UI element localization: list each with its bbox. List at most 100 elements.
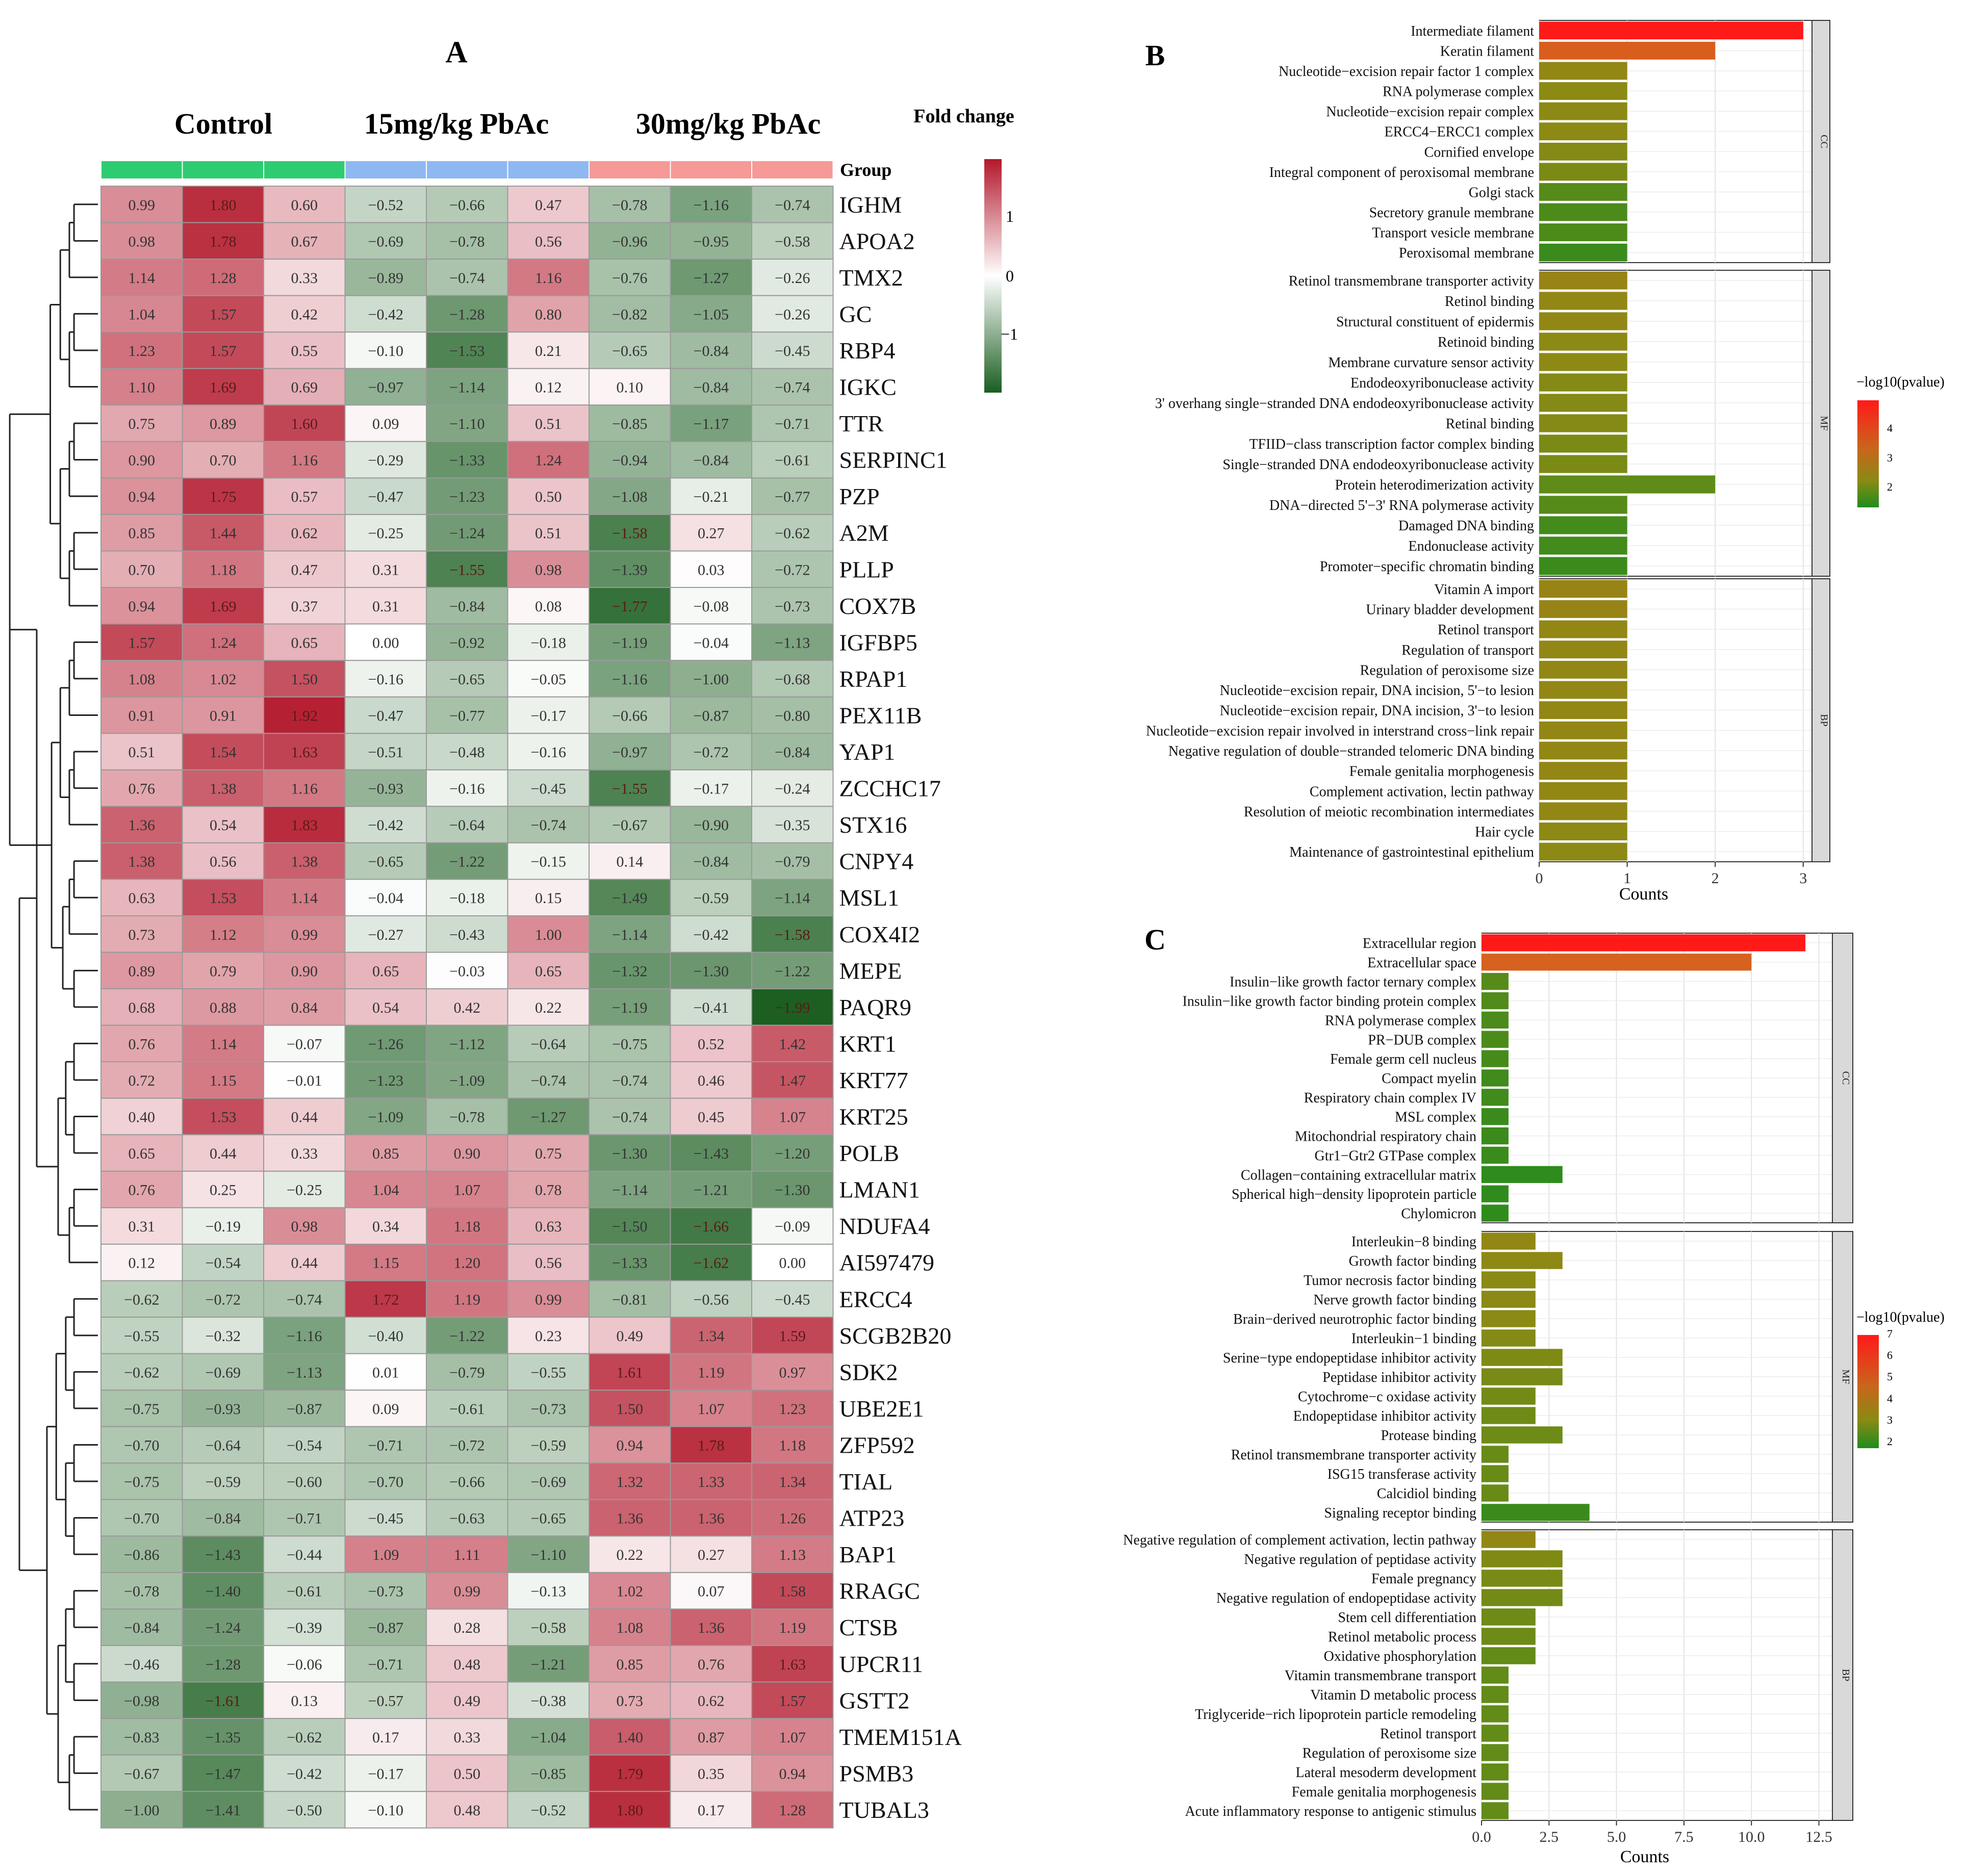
heatmap-value-label: −0.84: [694, 379, 729, 396]
row-dendrogram: [9, 203, 98, 1811]
heatmap-cell: [751, 1718, 834, 1756]
heatmap-cell: [589, 623, 671, 661]
heatmap-value-label: 0.99: [129, 197, 156, 214]
x-tick-label: 5.0: [1607, 1829, 1626, 1845]
group-annotation-cell: [589, 160, 671, 179]
heatmap-value-label: −0.29: [368, 452, 403, 469]
bar: [1482, 1550, 1563, 1567]
heatmap-cell: [670, 550, 752, 588]
heatmap-cell: [344, 769, 427, 807]
panel-b-pvalue-colorbar: [1857, 400, 1879, 507]
heatmap-value-label: −0.84: [694, 854, 729, 870]
heatmap-cell: [263, 1535, 346, 1573]
heatmap-cell: [426, 1207, 508, 1245]
heatmap-cell: [263, 1280, 346, 1318]
heatmap-value-label: 0.22: [617, 1547, 644, 1563]
heatmap-cell: [670, 222, 752, 260]
heatmap-value-label: −0.35: [775, 817, 810, 834]
group-annotation-label: Group: [840, 160, 891, 180]
panel-c-pvalue-colorbar: [1857, 1335, 1879, 1448]
heatmap-cell: [182, 550, 264, 588]
heatmap-value-label: 0.99: [535, 1291, 562, 1308]
heatmap-cell: [507, 915, 590, 953]
heatmap-value-label: 0.08: [535, 598, 562, 615]
heatmap-value-label: 1.15: [372, 1255, 399, 1272]
heatmap-value-label: 0.67: [291, 233, 318, 250]
heatmap-cell: [182, 1499, 264, 1537]
heatmap-cell: [182, 1572, 264, 1610]
heatmap-value-label: −0.74: [531, 817, 566, 834]
heatmap-value-label: −1.39: [612, 561, 647, 578]
heatmap-value-label: −1.58: [612, 525, 647, 542]
heatmap-value-label: −1.24: [449, 525, 484, 542]
bar: [1539, 353, 1627, 371]
heatmap-cell: [426, 1280, 508, 1318]
gene-label: LMAN1: [839, 1177, 920, 1203]
heatmap-value-label: −0.58: [775, 233, 810, 250]
heatmap-value-label: −1.09: [368, 1109, 403, 1126]
heatmap-cell: [589, 806, 671, 843]
heatmap-value-label: −1.66: [694, 1218, 729, 1235]
heatmap-value-label: −0.70: [124, 1437, 159, 1454]
gene-label: ERCC4: [839, 1286, 912, 1312]
term-label: Nerve growth factor binding: [1313, 1292, 1476, 1308]
heatmap-cell: [589, 1791, 671, 1829]
heatmap-value-label: 1.63: [779, 1656, 806, 1673]
term-label: Hair cycle: [1475, 825, 1534, 840]
heatmap-value-label: 1.23: [779, 1401, 806, 1418]
heatmap-value-label: −1.14: [775, 890, 810, 907]
heatmap-cell: [263, 331, 346, 369]
bar: [1482, 1426, 1563, 1444]
heatmap-value-label: −0.18: [531, 634, 566, 651]
heatmap-cell: [507, 368, 590, 406]
heatmap-cell: [182, 1791, 264, 1829]
heatmap-cell: [670, 404, 752, 442]
heatmap-cell: [670, 660, 752, 698]
heatmap-value-label: −0.98: [124, 1692, 159, 1709]
heatmap-value-label: 0.79: [210, 963, 237, 980]
term-label: Vitamin transmembrane transport: [1285, 1668, 1476, 1684]
heatmap-layer: 0.99 1.80 0.60 −0.52 −0.66 0.47 −0.78 −1.16 −0.7…: [100, 160, 962, 1829]
heatmap-cell: [344, 1681, 427, 1719]
bar: [1482, 1589, 1563, 1606]
heatmap-value-label: 0.65: [291, 634, 318, 651]
x-tick-label: 2: [1712, 870, 1719, 887]
heatmap-cell: [344, 1134, 427, 1172]
heatmap-cell: [670, 733, 752, 770]
term-label: Spherical high−density lipoprotein parti…: [1232, 1187, 1476, 1202]
heatmap-cell: [263, 1243, 346, 1281]
heatmap-value-label: 0.99: [454, 1583, 481, 1600]
heatmap-value-label: −0.83: [124, 1729, 159, 1746]
bar: [1539, 292, 1627, 310]
heatmap-cell: [344, 1061, 427, 1099]
heatmap-value-label: −0.71: [368, 1437, 403, 1454]
heatmap-value-label: −0.66: [612, 707, 647, 724]
heatmap-value-label: −0.71: [368, 1656, 403, 1673]
heatmap-value-label: 1.36: [698, 1620, 725, 1636]
bar: [1539, 721, 1627, 739]
bar: [1539, 823, 1627, 840]
heatmap-cell: [426, 769, 508, 807]
heatmap-value-label: −0.52: [531, 1802, 566, 1819]
heatmap-cell: [344, 1499, 427, 1537]
term-label: Intermediate filament: [1411, 23, 1534, 39]
heatmap-cell: [507, 769, 590, 807]
gene-label: PZP: [839, 483, 880, 509]
term-label: Negative regulation of complement activa…: [1123, 1532, 1476, 1548]
heatmap-value-label: 1.02: [617, 1583, 644, 1600]
heatmap-value-label: 1.28: [779, 1802, 806, 1819]
heatmap-value-label: 0.17: [372, 1729, 399, 1746]
bar: [1482, 1802, 1509, 1819]
heatmap-cell: [751, 733, 834, 770]
bar: [1482, 934, 1806, 952]
heatmap-value-label: 0.01: [372, 1364, 399, 1381]
heatmap-value-label: −0.74: [775, 379, 810, 396]
heatmap-cell: [426, 331, 508, 369]
bar: [1539, 640, 1627, 659]
heatmap-cell: [100, 623, 183, 661]
heatmap-cell: [182, 587, 264, 625]
heatmap-cell: [182, 1317, 264, 1354]
bar: [1482, 1725, 1509, 1742]
panel-b-xlabel: Counts: [1619, 885, 1668, 904]
heatmap-value-label: −0.40: [368, 1328, 403, 1345]
